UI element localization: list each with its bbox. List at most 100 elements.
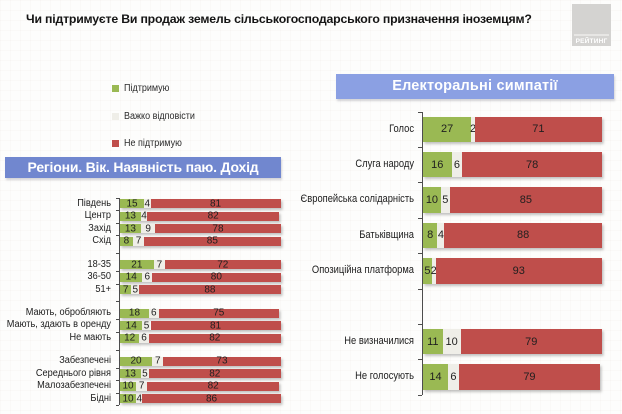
rating-group-logo: РЕЙТИНГ bbox=[572, 4, 611, 46]
value-label-oppose: 88 bbox=[517, 229, 530, 242]
segment-oppose bbox=[150, 199, 281, 209]
bar-row: 13 4 82 bbox=[120, 210, 279, 222]
axis-tick bbox=[418, 324, 422, 325]
segment-support bbox=[423, 222, 438, 249]
category-label: Захід bbox=[88, 222, 111, 234]
category-label: Опозиційна платформа bbox=[311, 264, 414, 277]
axis-tick bbox=[418, 359, 422, 361]
legend-swatch-2 bbox=[112, 140, 119, 148]
value-label-support: 15 bbox=[126, 198, 138, 210]
legend-item: Не підтримую bbox=[112, 130, 203, 158]
segment-oppose bbox=[460, 329, 602, 355]
bar-row: 5 2 93 bbox=[423, 258, 602, 284]
bar-row: 13 5 82 bbox=[120, 368, 281, 380]
value-label-undecided: 7 bbox=[154, 355, 161, 367]
value-label-undecided: 4 bbox=[437, 229, 444, 242]
category-label: Батьківщина bbox=[359, 228, 414, 241]
value-label-oppose: 71 bbox=[532, 123, 545, 136]
bar-row: 7 5 88 bbox=[120, 284, 281, 296]
segment-support bbox=[423, 187, 441, 213]
segment-undecided bbox=[144, 199, 151, 209]
segment-oppose bbox=[139, 285, 281, 295]
logo-label: РЕЙТИНГ bbox=[575, 38, 608, 45]
logo-decoration bbox=[574, 34, 609, 36]
segment-oppose bbox=[150, 321, 281, 331]
bar-row: 18 6 75 bbox=[120, 308, 279, 319]
value-label-undecided: 5 bbox=[143, 320, 150, 332]
segment-undecided bbox=[140, 369, 149, 379]
value-label-oppose: 86 bbox=[205, 393, 218, 405]
legend-swatch-0 bbox=[112, 85, 119, 93]
value-label-oppose: 82 bbox=[207, 210, 219, 222]
value-label-oppose: 80 bbox=[210, 271, 222, 283]
segment-support bbox=[423, 152, 452, 178]
value-label-support: 8 bbox=[123, 235, 130, 247]
value-label-undecided: 6 bbox=[141, 332, 147, 344]
value-label-support: 27 bbox=[441, 123, 454, 136]
axis-tick bbox=[116, 380, 119, 382]
axis-tick bbox=[116, 197, 119, 199]
value-label-support: 14 bbox=[429, 371, 442, 384]
bar-row: 10 5 85 bbox=[423, 187, 602, 213]
segment-undecided bbox=[152, 356, 164, 366]
value-label-oppose: 81 bbox=[209, 198, 222, 210]
axis-tick bbox=[418, 288, 422, 290]
left-section-header: Регіони. Вік. Наявність паю. Дохід bbox=[5, 157, 281, 178]
segment-oppose bbox=[462, 152, 602, 178]
value-label-oppose: 72 bbox=[217, 259, 229, 271]
category-label: Бідні bbox=[90, 392, 111, 404]
value-label-support: 7 bbox=[122, 284, 129, 296]
value-label-undecided: 7 bbox=[156, 259, 163, 271]
value-label-support: 16 bbox=[431, 158, 444, 171]
axis-tick bbox=[418, 147, 422, 148]
value-label-oppose: 73 bbox=[216, 355, 228, 367]
value-label-undecided: 6 bbox=[450, 371, 457, 384]
axis-tick bbox=[418, 217, 422, 219]
value-label-oppose: 82 bbox=[207, 380, 219, 392]
value-label-support: 14 bbox=[125, 320, 137, 332]
segment-support bbox=[423, 329, 443, 355]
value-label-oppose: 88 bbox=[204, 284, 216, 296]
value-label-oppose: 82 bbox=[209, 368, 221, 380]
category-label: Середнього рівня bbox=[35, 367, 111, 379]
segment-oppose bbox=[474, 116, 602, 142]
legend-item: Важко відповісти bbox=[112, 103, 203, 131]
segment-oppose bbox=[158, 308, 279, 318]
bar-row: 10 7 82 bbox=[120, 380, 279, 392]
axis-tick bbox=[116, 253, 119, 255]
segment-oppose bbox=[163, 356, 281, 366]
segment-undecided bbox=[136, 381, 148, 391]
category-label: 36-50 bbox=[87, 271, 111, 282]
legend-label: Важко відповісти bbox=[124, 110, 195, 122]
bar-row: 8 4 88 bbox=[423, 222, 602, 249]
segment-oppose bbox=[148, 333, 281, 343]
value-label-support: 13 bbox=[124, 368, 136, 380]
category-label: Центр bbox=[84, 210, 111, 222]
axis-tick bbox=[116, 405, 119, 407]
category-label: Мають, здають в оренду bbox=[6, 319, 111, 331]
segment-oppose bbox=[155, 224, 281, 234]
bar-row: 13 9 78 bbox=[120, 223, 281, 234]
segment-undecided bbox=[140, 211, 148, 221]
value-label-undecided: 4 bbox=[136, 393, 143, 405]
value-label-oppose: 82 bbox=[209, 332, 221, 344]
legend-label: Підтримую bbox=[124, 83, 170, 95]
segment-oppose bbox=[144, 236, 281, 246]
value-label-oppose: 81 bbox=[209, 320, 222, 332]
segment-undecided bbox=[431, 258, 436, 284]
value-label-undecided: 7 bbox=[135, 235, 142, 247]
segment-oppose bbox=[449, 187, 602, 213]
value-label-support: 13 bbox=[124, 210, 136, 222]
category-label: Не голосують bbox=[355, 370, 414, 383]
value-label-support: 11 bbox=[427, 335, 439, 348]
segment-support bbox=[423, 116, 472, 142]
segment-undecided bbox=[448, 364, 459, 390]
category-label: Малозабезпечені bbox=[37, 380, 111, 392]
segment-support bbox=[120, 224, 141, 234]
segment-undecided bbox=[471, 116, 475, 142]
segment-oppose bbox=[148, 369, 281, 379]
segment-undecided bbox=[132, 236, 145, 246]
value-label-support: 5 bbox=[424, 264, 431, 277]
